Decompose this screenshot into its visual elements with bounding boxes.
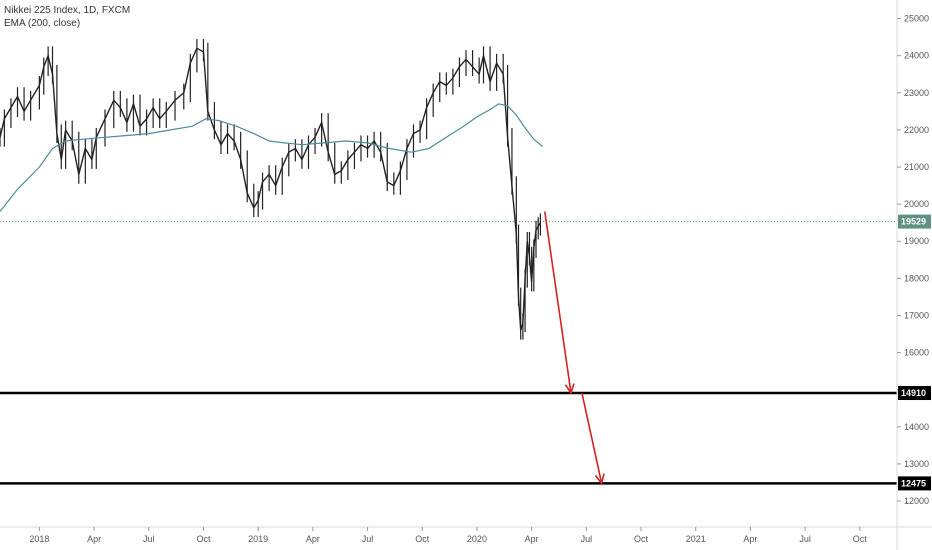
chart-legend: Nikkei 225 Index, 1D, FXCM EMA (200, clo… bbox=[4, 4, 130, 30]
target-arrow-head bbox=[594, 473, 605, 486]
x-tick-label: Oct bbox=[853, 534, 868, 544]
level-price-badge-bg bbox=[898, 386, 931, 401]
x-tick-label: 2020 bbox=[467, 534, 487, 544]
x-tick-label: Jul bbox=[581, 534, 593, 544]
x-tick-label: Jul bbox=[799, 534, 811, 544]
y-tick-label: 21000 bbox=[904, 162, 929, 172]
x-tick-label: Jul bbox=[362, 534, 374, 544]
target-arrow-shaft bbox=[543, 211, 572, 394]
y-tick-label: 24000 bbox=[904, 51, 929, 61]
y-tick-label: 20000 bbox=[904, 199, 929, 209]
y-tick-label: 13000 bbox=[904, 459, 929, 469]
y-tick-label: 23000 bbox=[904, 88, 929, 98]
y-tick-label: 12000 bbox=[904, 496, 929, 506]
legend-symbol: Nikkei 225 Index, 1D, FXCM bbox=[4, 5, 131, 16]
target-arrow-head bbox=[564, 383, 575, 395]
x-tick-label: 2018 bbox=[29, 534, 49, 544]
price-series-line bbox=[0, 47, 542, 331]
x-tick-label: Jul bbox=[143, 534, 155, 544]
y-tick-label: 25000 bbox=[904, 14, 929, 24]
x-tick-label: Apr bbox=[87, 534, 101, 544]
ema-series-line bbox=[0, 103, 543, 212]
x-tick-label: Apr bbox=[525, 534, 539, 544]
level-price-badge: 14910 bbox=[901, 388, 926, 398]
x-tick-label: Apr bbox=[306, 534, 320, 544]
y-tick-label: 19000 bbox=[904, 236, 929, 246]
y-tick-label: 14000 bbox=[904, 422, 929, 432]
y-tick-label: 17000 bbox=[904, 310, 929, 320]
x-tick-label: Oct bbox=[415, 534, 430, 544]
target-arrow-shaft bbox=[581, 392, 603, 484]
current-price-badge-bg bbox=[898, 214, 931, 229]
level-price-badge: 12475 bbox=[901, 478, 926, 488]
x-tick-label: 2019 bbox=[248, 534, 268, 544]
level-price-badge-bg bbox=[898, 476, 931, 491]
plot-area[interactable] bbox=[0, 38, 897, 486]
time-axis[interactable]: 2018 Apr Jul Oct 2019 Apr Jul Oct 2020 Apr Jul Oct 2… bbox=[0, 526, 932, 544]
x-tick-label: Oct bbox=[196, 534, 211, 544]
x-tick-label: Oct bbox=[634, 534, 649, 544]
y-tick-label: 22000 bbox=[904, 125, 929, 135]
x-tick-label: Apr bbox=[743, 534, 757, 544]
y-tick-label: 16000 bbox=[904, 348, 929, 358]
legend-indicator: EMA (200, close) bbox=[4, 18, 81, 29]
current-price-badge: 19529 bbox=[901, 217, 926, 227]
y-tick-label: 18000 bbox=[904, 273, 929, 283]
x-tick-label: 2021 bbox=[686, 534, 706, 544]
price-axis[interactable]: 1200013000140001500016000170001800019000… bbox=[896, 0, 931, 550]
